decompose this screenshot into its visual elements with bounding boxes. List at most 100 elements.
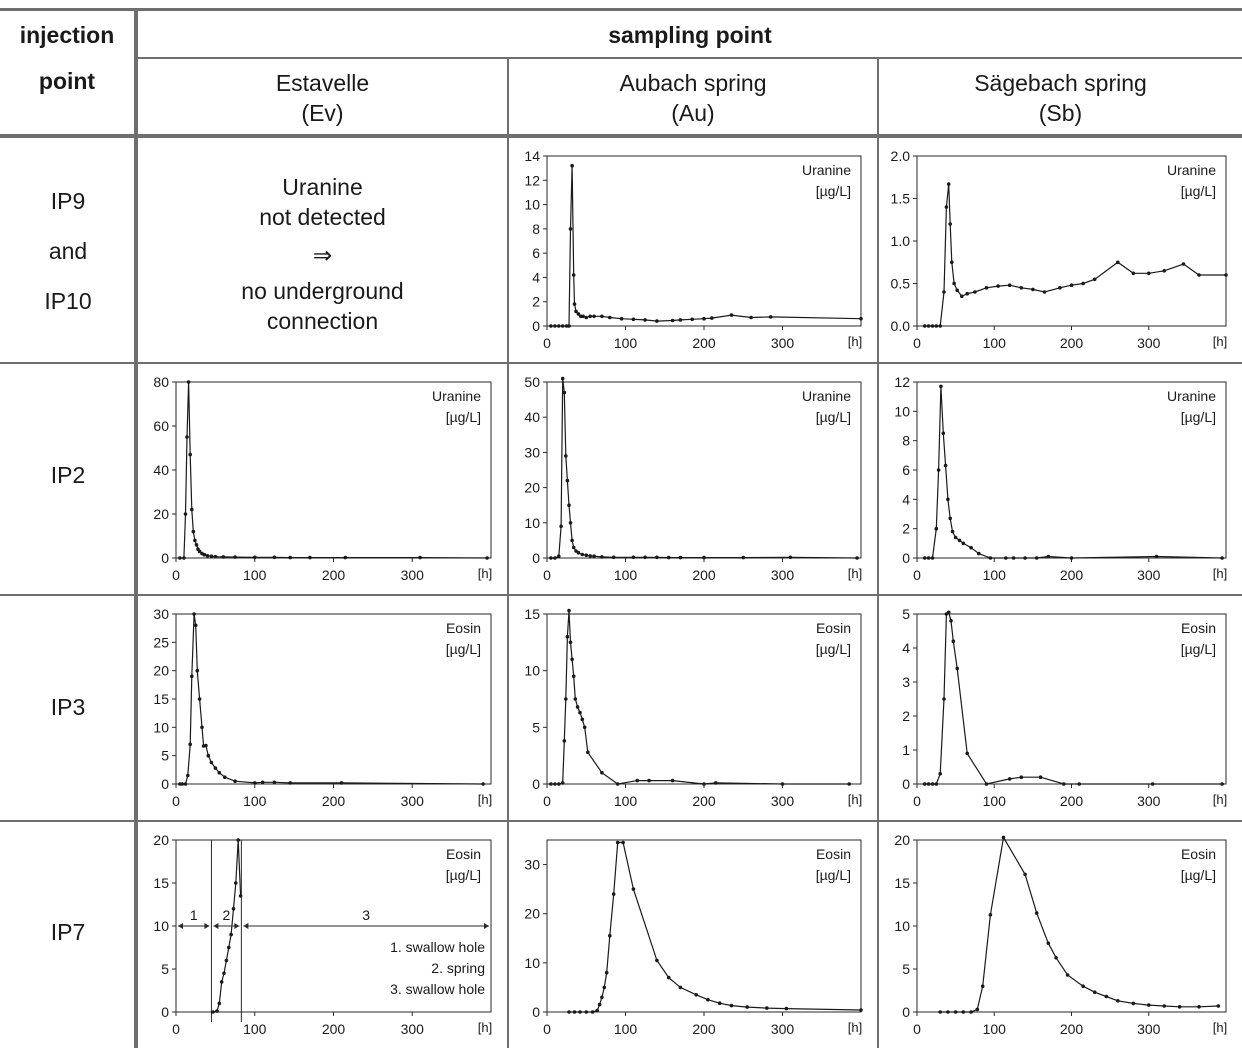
data-point bbox=[571, 674, 576, 679]
y-tick-label: 0 bbox=[532, 776, 540, 792]
x-unit-label: [h] bbox=[848, 566, 862, 581]
data-point bbox=[666, 975, 671, 980]
y-tick-label: 10 bbox=[524, 955, 540, 971]
column-header-saegebach: Sägebach spring (Sb) bbox=[879, 68, 1242, 128]
x-tick-label: 300 bbox=[771, 793, 795, 809]
x-tick-label: 100 bbox=[983, 793, 1007, 809]
x-tick-label: 0 bbox=[543, 335, 551, 351]
y-tick-label: 0 bbox=[902, 550, 910, 566]
data-point bbox=[938, 324, 942, 328]
y-tick-label: 6 bbox=[532, 245, 540, 261]
data-point bbox=[580, 552, 585, 557]
y-tick-label: 12 bbox=[894, 374, 910, 390]
x-tick-label: 0 bbox=[172, 1021, 180, 1037]
x-tick-label: 0 bbox=[913, 1021, 921, 1037]
x-tick-label: 0 bbox=[172, 793, 180, 809]
data-point bbox=[193, 538, 197, 543]
data-point bbox=[557, 782, 561, 786]
data-point bbox=[194, 543, 199, 547]
data-point bbox=[635, 778, 640, 783]
y-tick-label: 6 bbox=[902, 462, 910, 478]
data-point bbox=[1197, 1005, 1201, 1009]
data-point bbox=[946, 182, 951, 186]
data-point bbox=[1220, 782, 1224, 786]
data-point bbox=[570, 163, 574, 168]
data-point bbox=[942, 697, 946, 701]
data-point bbox=[996, 284, 1000, 288]
data-point bbox=[1116, 260, 1120, 265]
x-tick-label: 300 bbox=[401, 1021, 425, 1037]
x-unit-label: [h] bbox=[848, 1020, 862, 1035]
note-line: Uranine bbox=[282, 174, 363, 200]
data-point bbox=[788, 555, 793, 560]
data-point bbox=[592, 554, 596, 558]
row-label-ip2: IP2 bbox=[0, 450, 136, 500]
y-tick-label: 30 bbox=[153, 606, 169, 622]
x-tick-label: 300 bbox=[771, 1021, 795, 1037]
y-tick-label: 0 bbox=[532, 318, 540, 334]
x-tick-label: 0 bbox=[543, 1021, 551, 1037]
data-point bbox=[553, 324, 557, 328]
x-unit-label: [h] bbox=[848, 792, 862, 807]
data-point bbox=[233, 779, 237, 783]
data-point bbox=[213, 554, 218, 559]
y-tick-label: 10 bbox=[524, 197, 540, 213]
data-point bbox=[948, 222, 952, 226]
unit-label: [µg/L] bbox=[446, 641, 481, 657]
data-point bbox=[565, 478, 570, 483]
data-point bbox=[576, 550, 581, 555]
data-point bbox=[236, 838, 240, 842]
data-point bbox=[584, 553, 589, 557]
column-sep-line bbox=[507, 57, 509, 1048]
y-tick-label: 0 bbox=[902, 776, 910, 792]
data-point bbox=[765, 1006, 769, 1010]
row-label-line: and bbox=[48, 238, 88, 264]
data-point bbox=[1062, 782, 1066, 786]
arrow-head-icon bbox=[213, 923, 219, 929]
y-tick-label: 10 bbox=[894, 918, 910, 934]
unit-label: [µg/L] bbox=[446, 409, 481, 425]
data-point bbox=[597, 1002, 602, 1007]
data-point bbox=[1224, 273, 1228, 277]
data-point bbox=[922, 556, 927, 560]
data-point bbox=[855, 556, 859, 560]
x-tick-label: 200 bbox=[1060, 1021, 1084, 1037]
y-tick-label: 0.0 bbox=[891, 318, 911, 334]
data-point bbox=[702, 782, 706, 786]
y-tick-label: 14 bbox=[524, 148, 540, 164]
data-point bbox=[231, 907, 236, 911]
y-tick-label: 0 bbox=[161, 550, 169, 566]
tracer-label: Eosin bbox=[816, 846, 851, 862]
data-point bbox=[930, 782, 935, 786]
data-point bbox=[710, 316, 714, 320]
unit-label: [µg/L] bbox=[816, 183, 851, 199]
data-point bbox=[233, 555, 237, 559]
data-point bbox=[188, 452, 192, 457]
plot-frame bbox=[175, 613, 492, 785]
data-point bbox=[717, 1001, 722, 1005]
column-abbr: (Sb) bbox=[1038, 100, 1083, 126]
x-tick-label: 100 bbox=[614, 1021, 638, 1037]
data-point bbox=[859, 1008, 863, 1012]
data-point bbox=[934, 782, 939, 786]
data-point bbox=[560, 376, 565, 381]
data-point bbox=[272, 780, 277, 785]
y-tick-label: 30 bbox=[524, 444, 540, 460]
data-point bbox=[655, 319, 659, 323]
y-tick-label: 0.5 bbox=[891, 276, 911, 292]
data-point bbox=[1116, 999, 1120, 1003]
data-point bbox=[1092, 990, 1097, 994]
y-tick-label: 40 bbox=[524, 409, 540, 425]
data-point bbox=[253, 555, 257, 560]
data-point bbox=[202, 552, 207, 557]
data-point bbox=[926, 324, 931, 328]
data-point bbox=[209, 554, 214, 558]
data-point bbox=[1104, 994, 1109, 999]
data-point bbox=[946, 497, 950, 502]
data-point bbox=[575, 705, 580, 709]
row-label-line: IP3 bbox=[50, 694, 86, 720]
segment-label: 2 bbox=[223, 907, 231, 923]
row-label-ip3: IP3 bbox=[0, 682, 136, 732]
data-point bbox=[1046, 554, 1051, 559]
x-tick-label: 300 bbox=[1137, 335, 1161, 351]
